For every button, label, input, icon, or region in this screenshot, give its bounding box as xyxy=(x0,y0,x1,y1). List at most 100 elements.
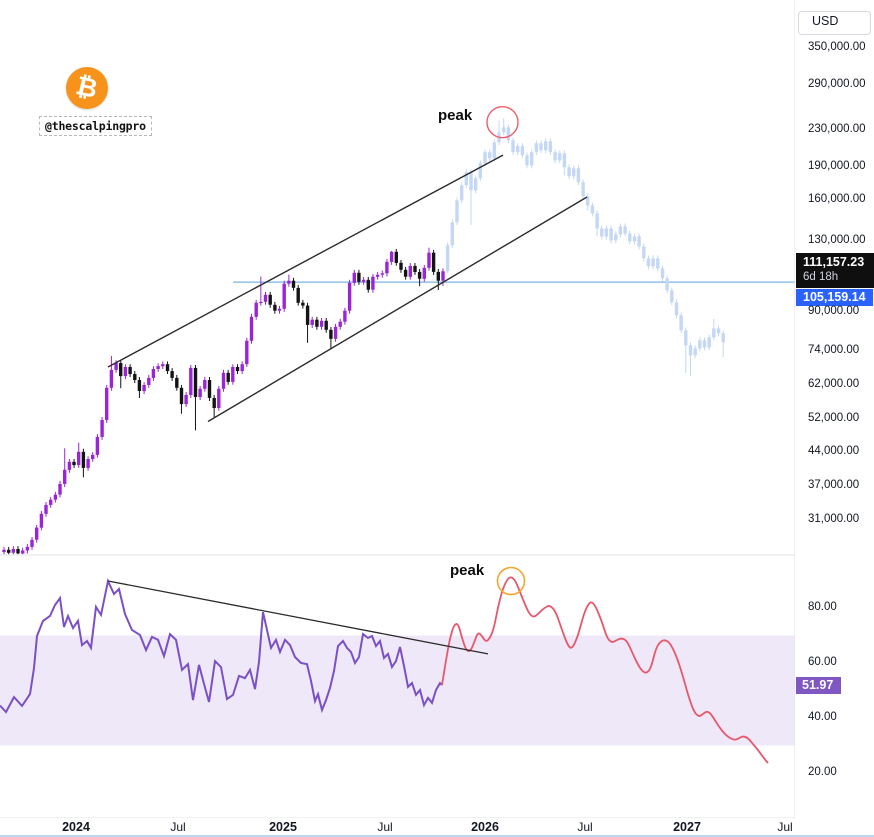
candle-body xyxy=(128,367,132,374)
candle-body xyxy=(198,388,202,397)
trendline-rsi xyxy=(107,580,489,655)
candle-body xyxy=(254,302,258,317)
candle-body xyxy=(133,374,137,380)
candle-body xyxy=(268,294,272,305)
candle-body xyxy=(77,451,81,466)
candle-body xyxy=(642,246,646,259)
candle-body xyxy=(357,272,361,282)
candle-body xyxy=(95,436,100,455)
candle-body xyxy=(165,364,170,372)
candle-body xyxy=(417,271,422,279)
candle-body xyxy=(147,377,151,385)
candle-body xyxy=(25,546,30,551)
candle-body xyxy=(231,367,235,382)
price-tick-label: 37,000.00 xyxy=(808,479,860,491)
trendline-channel-lower xyxy=(207,196,588,423)
candle-body xyxy=(324,320,328,330)
candle-body xyxy=(170,371,174,378)
candle-body xyxy=(562,153,567,168)
candle-body xyxy=(520,146,525,156)
candle-body xyxy=(474,178,478,191)
candle-body xyxy=(586,196,590,206)
candle-body xyxy=(455,200,459,223)
candle-body xyxy=(338,321,342,327)
time-tick-label: 2024 xyxy=(62,820,90,834)
currency-button[interactable]: USD xyxy=(798,11,871,35)
candle-body xyxy=(296,287,300,303)
candle-body xyxy=(609,228,613,241)
rsi-value-label: 51.97 xyxy=(796,677,841,694)
candle-body xyxy=(343,310,347,322)
candle-body xyxy=(460,185,464,201)
candle-body xyxy=(100,420,104,437)
candle-body xyxy=(595,213,599,229)
candle-body xyxy=(319,320,324,327)
candle-body xyxy=(553,152,557,161)
candle-body xyxy=(656,258,660,269)
candle-body xyxy=(72,461,76,466)
candle-body xyxy=(123,367,128,377)
candle-body xyxy=(240,364,244,372)
candle-body xyxy=(7,549,11,553)
candle-body xyxy=(245,340,249,365)
candle-body xyxy=(464,172,468,186)
price-level-label: 105,159.14 xyxy=(796,289,873,306)
candle-body xyxy=(679,315,683,331)
last-price-label: 111,157.23 6d 18h xyxy=(796,253,874,288)
time-tick-label: Jul xyxy=(170,820,186,834)
candle-body xyxy=(221,372,226,389)
candle-body xyxy=(161,364,165,367)
bitcoin-icon: ₿ xyxy=(66,67,108,109)
rsi-line-history xyxy=(0,577,443,714)
candle-body xyxy=(333,326,338,339)
peak-circle-rsi xyxy=(496,566,526,596)
candle-body xyxy=(646,258,651,267)
candle-body xyxy=(544,141,548,151)
price-axis[interactable]: USD 111,157.23 6d 18h 105,159.14 51.97 3… xyxy=(795,0,874,837)
rsi-tick-label: 20.00 xyxy=(808,766,837,778)
candle-body xyxy=(380,273,384,275)
price-tick-label: 230,000.00 xyxy=(808,123,866,135)
candle-body xyxy=(431,252,436,272)
candle-body xyxy=(478,163,482,179)
candle-body xyxy=(137,380,142,391)
candle-body xyxy=(67,461,72,470)
candle-body xyxy=(651,258,655,267)
time-tick-label: 2025 xyxy=(269,820,297,834)
candle-body xyxy=(525,155,529,166)
candle-body xyxy=(86,459,90,468)
candle-body xyxy=(688,345,693,356)
candle-body xyxy=(277,308,282,311)
candle-body xyxy=(436,271,440,281)
candle-body xyxy=(81,451,86,468)
candle-body xyxy=(366,279,370,290)
candle-body xyxy=(707,337,711,348)
price-pane[interactable] xyxy=(2,105,795,555)
candle-body xyxy=(558,153,562,161)
candle-body xyxy=(698,340,702,349)
candle-body xyxy=(385,261,389,274)
candle-body xyxy=(217,388,221,408)
candle-body xyxy=(329,329,333,339)
rsi-tick-label: 80.00 xyxy=(808,601,837,613)
candle-body xyxy=(203,380,207,389)
time-axis[interactable]: 2024 Jul 2025 Jul 2026 Jul 2027 Jul xyxy=(0,818,874,837)
candle-body xyxy=(637,236,641,247)
rsi-pane[interactable] xyxy=(0,566,795,764)
candle-body xyxy=(567,167,571,177)
candle-body xyxy=(530,152,534,166)
candle-body xyxy=(502,127,506,133)
price-tick-label: 130,000.00 xyxy=(808,234,866,246)
candle-body xyxy=(614,234,618,241)
candle-body xyxy=(600,228,604,237)
candle-body xyxy=(576,168,581,183)
time-tick-label: Jul xyxy=(577,820,593,834)
peak-circle-price xyxy=(486,105,519,139)
candle-body xyxy=(44,504,48,514)
candle-body xyxy=(450,222,454,246)
candle-body xyxy=(263,294,268,302)
price-tick-label: 290,000.00 xyxy=(808,78,866,90)
price-tick-label: 74,000.00 xyxy=(808,344,860,356)
candle-body xyxy=(301,302,305,306)
candle-body xyxy=(58,483,62,495)
